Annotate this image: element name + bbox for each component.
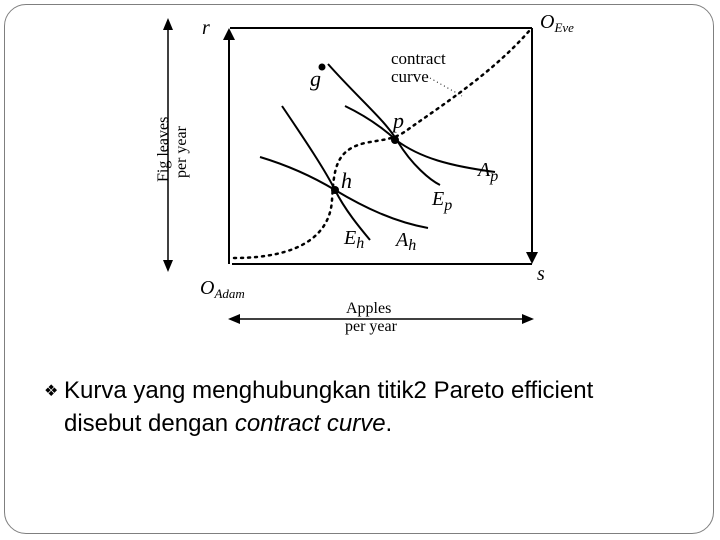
indifference-curve-Ap: [344, 105, 496, 173]
bullet-icon: ❖: [44, 383, 59, 400]
x-axis-arrow-left: [228, 314, 240, 324]
axis-s-label: s: [537, 263, 545, 285]
point-h-label: h: [341, 168, 352, 193]
axis-r-label: r: [202, 17, 210, 39]
caption: ❖ Kurva yang menghubungkan titik2 Pareto …: [44, 375, 684, 440]
caption-period: .: [385, 410, 393, 437]
point-g-dot: [318, 63, 326, 71]
curve-Ep-label: Ep: [431, 188, 452, 214]
contract-curve-pointer: [429, 77, 463, 97]
slide-frame: [4, 4, 714, 534]
arrow-r: [223, 28, 235, 40]
contract-curve: [232, 28, 532, 260]
x-axis-label-line2: per year: [345, 318, 398, 335]
origin-eve-label: OEve: [540, 11, 574, 35]
y-axis-label-line2: per year: [173, 125, 190, 178]
point-g-label: g: [310, 66, 321, 91]
caption-text-line1: Kurva yang menghubungkan titik2 Pareto e…: [64, 377, 594, 404]
y-axis-label-line1: Fig leaves: [155, 117, 172, 182]
caption-line2: disebut dengan contract curve.: [44, 408, 684, 440]
contract-curve-label-line2: curve: [391, 67, 429, 86]
caption-text-line2: disebut dengan: [64, 410, 235, 437]
curve-Eh-label: Eh: [343, 227, 364, 252]
contract-curve-label-line1: contract: [391, 49, 446, 68]
curve-Ap-label: Ap: [476, 159, 498, 185]
y-axis-arrow-bottom: [163, 260, 173, 272]
arrow-s: [526, 252, 538, 264]
caption-italic-term: contract curve: [234, 410, 386, 437]
x-axis-label-line1: Apples: [346, 300, 391, 317]
curve-Ah-label: Ah: [394, 229, 416, 254]
point-p-label: p: [391, 108, 404, 133]
origin-adam-label: OAdam: [200, 277, 245, 301]
y-axis-arrow-top: [163, 18, 173, 30]
x-axis-arrow-right: [522, 314, 534, 324]
point-h-dot: [331, 186, 339, 194]
point-p-dot: [391, 136, 399, 144]
